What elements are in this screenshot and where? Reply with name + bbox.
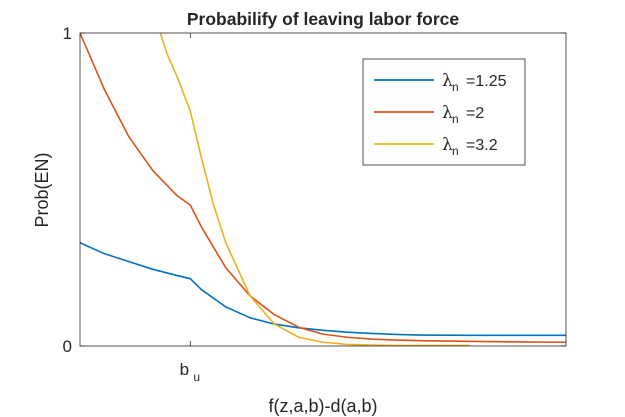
legend-subscript: n xyxy=(452,112,459,126)
legend-subscript: n xyxy=(452,80,459,94)
legend-subscript: n xyxy=(452,144,459,158)
axes-box xyxy=(79,32,567,347)
x-tick-label-subscript: u xyxy=(193,370,200,384)
series-layer xyxy=(80,33,566,346)
legend-items: λ n =1.25λ n =2λ n =3.2 xyxy=(374,71,507,158)
legend-lambda: λ xyxy=(442,135,453,155)
legend-label-3: =3.2 xyxy=(466,137,498,154)
y-tick-label: 1 xyxy=(63,24,72,43)
legend-label-1: =1.25 xyxy=(466,73,507,90)
chart-title: Probabilify of leaving labor force xyxy=(187,9,460,29)
series-line-2 xyxy=(80,33,566,344)
legend-lambda: λ xyxy=(442,71,453,91)
tick-layer: b u 0 1 xyxy=(63,24,566,384)
series-line-3 xyxy=(159,33,470,346)
legend: λ n =1.25λ n =2λ n =3.2 xyxy=(362,58,526,166)
x-tick-label: b xyxy=(180,360,189,379)
legend-lambda: λ xyxy=(442,103,453,123)
y-tick-label: 0 xyxy=(63,337,72,356)
y-axis-label: Prob(EN) xyxy=(32,152,52,227)
legend-label-2: =2 xyxy=(466,105,484,122)
x-axis-label: f(z,a,b)-d(a,b) xyxy=(268,396,377,416)
